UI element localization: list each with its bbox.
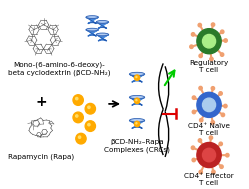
Circle shape xyxy=(220,53,224,56)
Circle shape xyxy=(85,103,95,114)
Ellipse shape xyxy=(97,33,108,36)
Circle shape xyxy=(73,95,83,105)
Circle shape xyxy=(202,34,216,48)
Circle shape xyxy=(197,29,221,54)
Circle shape xyxy=(76,98,78,100)
Circle shape xyxy=(202,98,216,112)
Text: Rapamycin (Rapa): Rapamycin (Rapa) xyxy=(8,153,74,160)
Polygon shape xyxy=(86,30,98,36)
Circle shape xyxy=(224,104,227,108)
Circle shape xyxy=(136,123,137,124)
Circle shape xyxy=(88,123,90,126)
Text: +: + xyxy=(36,95,48,109)
Circle shape xyxy=(85,121,95,131)
Circle shape xyxy=(219,92,222,95)
Circle shape xyxy=(220,165,223,168)
Circle shape xyxy=(211,121,214,124)
Circle shape xyxy=(78,136,81,138)
Circle shape xyxy=(199,86,202,90)
Circle shape xyxy=(191,146,195,149)
Circle shape xyxy=(221,30,224,33)
Circle shape xyxy=(211,87,215,90)
Circle shape xyxy=(136,100,137,101)
Circle shape xyxy=(212,170,215,174)
Ellipse shape xyxy=(130,119,144,122)
Circle shape xyxy=(197,92,221,117)
Text: βCD-NH₂–Rapa
Complexes (CRCs): βCD-NH₂–Rapa Complexes (CRCs) xyxy=(104,139,170,153)
Circle shape xyxy=(199,119,203,122)
Circle shape xyxy=(197,143,221,168)
Circle shape xyxy=(192,158,195,162)
Circle shape xyxy=(211,23,215,26)
Polygon shape xyxy=(129,120,144,129)
Polygon shape xyxy=(86,17,98,24)
Ellipse shape xyxy=(130,73,144,75)
Circle shape xyxy=(192,110,196,114)
Circle shape xyxy=(76,115,78,117)
Circle shape xyxy=(202,148,216,162)
Circle shape xyxy=(76,133,86,144)
Ellipse shape xyxy=(86,29,98,31)
Text: Mono-(6-amino-6-deoxy)-
beta cyclodextrin (βCD-NH₂): Mono-(6-amino-6-deoxy)- beta cyclodextri… xyxy=(8,61,111,76)
Circle shape xyxy=(199,170,202,174)
Circle shape xyxy=(134,121,140,127)
Circle shape xyxy=(219,142,222,146)
Circle shape xyxy=(134,75,140,80)
Circle shape xyxy=(134,98,140,104)
Text: CD4⁺ Naïve
T cell: CD4⁺ Naïve T cell xyxy=(188,123,230,136)
Polygon shape xyxy=(96,22,109,29)
Circle shape xyxy=(221,113,225,117)
Circle shape xyxy=(198,23,201,27)
Polygon shape xyxy=(96,34,109,41)
Polygon shape xyxy=(129,74,144,82)
Circle shape xyxy=(190,45,193,48)
Ellipse shape xyxy=(97,21,108,23)
Circle shape xyxy=(192,96,196,99)
Polygon shape xyxy=(129,97,144,105)
Circle shape xyxy=(210,57,213,61)
Circle shape xyxy=(88,106,90,108)
Circle shape xyxy=(224,39,227,42)
Ellipse shape xyxy=(86,16,98,18)
Text: CD4⁺ Effector
T cell: CD4⁺ Effector T cell xyxy=(184,173,234,186)
Circle shape xyxy=(73,112,83,123)
Circle shape xyxy=(191,33,195,36)
Circle shape xyxy=(198,139,202,142)
Circle shape xyxy=(209,136,213,139)
Circle shape xyxy=(199,54,202,58)
Text: Regulatory
T cell: Regulatory T cell xyxy=(189,60,229,73)
Ellipse shape xyxy=(130,96,144,99)
Circle shape xyxy=(226,153,229,157)
